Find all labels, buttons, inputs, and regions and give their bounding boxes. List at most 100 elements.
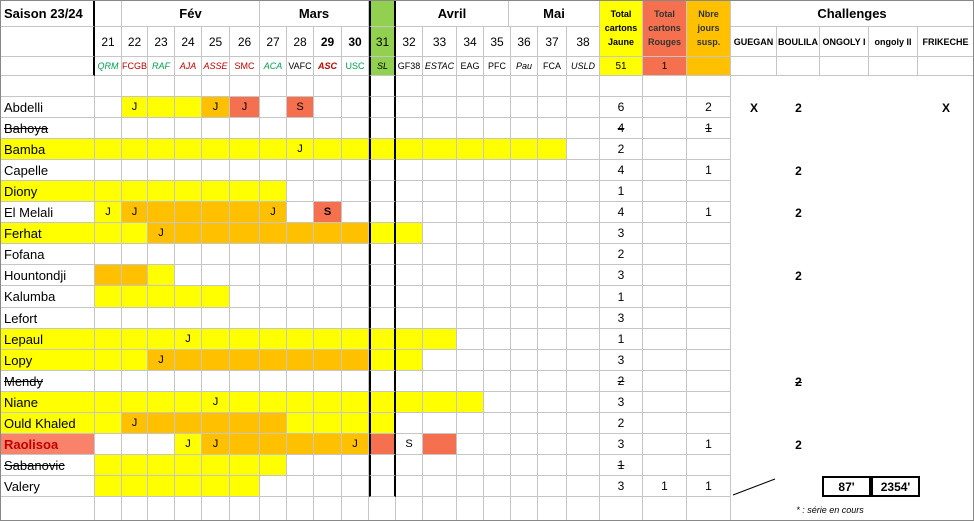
match-cell bbox=[567, 97, 600, 118]
match-cell bbox=[484, 434, 511, 455]
match-cell bbox=[484, 476, 511, 497]
match-cell bbox=[175, 139, 202, 160]
challenge-cell bbox=[731, 118, 777, 139]
match-number: 30 bbox=[342, 27, 369, 57]
total-cell: 3 bbox=[600, 350, 643, 371]
match-cell bbox=[122, 476, 148, 497]
blank bbox=[484, 497, 511, 521]
match-cell bbox=[260, 265, 287, 286]
match-cell bbox=[148, 118, 175, 139]
challenge-cell bbox=[731, 413, 777, 434]
match-cell bbox=[457, 371, 484, 392]
total-cell bbox=[687, 139, 731, 160]
match-cell bbox=[484, 181, 511, 202]
match-cell bbox=[287, 308, 314, 329]
match-cell bbox=[423, 371, 457, 392]
match-cell bbox=[423, 223, 457, 244]
match-cell bbox=[230, 160, 260, 181]
match-cell bbox=[342, 139, 369, 160]
total-cell bbox=[687, 371, 731, 392]
match-cell bbox=[230, 118, 260, 139]
match-cell bbox=[511, 265, 538, 286]
team-label: ASSE bbox=[202, 57, 230, 76]
challenge-cell bbox=[918, 286, 974, 308]
match-cell bbox=[342, 181, 369, 202]
total-cell bbox=[643, 160, 687, 181]
match-cell bbox=[230, 181, 260, 202]
match-cell bbox=[287, 244, 314, 265]
match-cell bbox=[538, 371, 567, 392]
blank bbox=[342, 497, 369, 521]
match-cell bbox=[369, 265, 396, 286]
blank bbox=[148, 76, 175, 97]
match-cell bbox=[202, 308, 230, 329]
blank bbox=[369, 76, 396, 97]
match-cell bbox=[342, 455, 369, 476]
match-cell bbox=[342, 118, 369, 139]
match-cell bbox=[511, 97, 538, 118]
match-number: 35 bbox=[484, 27, 511, 57]
match-cell bbox=[95, 223, 122, 244]
total-cell bbox=[643, 181, 687, 202]
blank bbox=[777, 57, 820, 76]
match-cell bbox=[122, 329, 148, 350]
challenge-cell bbox=[777, 329, 820, 350]
match-cell bbox=[457, 244, 484, 265]
match-cell bbox=[314, 139, 342, 160]
match-cell bbox=[484, 286, 511, 308]
totals-header: Total cartons Rouges bbox=[643, 0, 687, 57]
match-cell bbox=[484, 392, 511, 413]
match-cell bbox=[457, 392, 484, 413]
total-cell: 3 bbox=[600, 476, 643, 497]
match-cell bbox=[567, 286, 600, 308]
blank bbox=[423, 76, 457, 97]
challenge-cell bbox=[820, 202, 869, 223]
match-cell bbox=[369, 286, 396, 308]
match-cell bbox=[287, 476, 314, 497]
match-cell bbox=[202, 265, 230, 286]
challenge-cell bbox=[731, 434, 777, 455]
match-cell bbox=[314, 286, 342, 308]
match-cell bbox=[175, 371, 202, 392]
blank bbox=[600, 76, 643, 97]
match-cell bbox=[423, 244, 457, 265]
total-cell: 1 bbox=[600, 329, 643, 350]
challenge-cell bbox=[918, 455, 974, 476]
match-cell bbox=[423, 181, 457, 202]
match-cell bbox=[260, 286, 287, 308]
blank bbox=[122, 76, 148, 97]
blank bbox=[567, 76, 600, 97]
match-cell bbox=[287, 350, 314, 371]
match-cell bbox=[314, 329, 342, 350]
match-cell bbox=[230, 392, 260, 413]
match-cell bbox=[538, 329, 567, 350]
challenge-cell bbox=[731, 181, 777, 202]
match-cell bbox=[260, 244, 287, 265]
total-cell bbox=[643, 223, 687, 244]
match-cell bbox=[369, 223, 396, 244]
match-cell bbox=[457, 350, 484, 371]
match-cell bbox=[95, 97, 122, 118]
match-cell bbox=[369, 118, 396, 139]
match-cell bbox=[287, 160, 314, 181]
team-label: PFC bbox=[484, 57, 511, 76]
total-cell: 1 bbox=[643, 476, 687, 497]
blank bbox=[202, 76, 230, 97]
challenge-cell bbox=[777, 392, 820, 413]
challenge-cell bbox=[869, 329, 918, 350]
match-cell: J bbox=[122, 97, 148, 118]
match-cell bbox=[511, 202, 538, 223]
match-cell bbox=[511, 434, 538, 455]
match-cell bbox=[484, 455, 511, 476]
match-cell bbox=[423, 455, 457, 476]
challenge-cell bbox=[869, 139, 918, 160]
match-cell bbox=[396, 371, 423, 392]
match-cell bbox=[202, 455, 230, 476]
challenge-cell: X bbox=[749, 100, 758, 115]
total-cell bbox=[687, 413, 731, 434]
match-cell bbox=[396, 139, 423, 160]
match-cell bbox=[423, 329, 457, 350]
total-cell: 6 bbox=[600, 97, 643, 118]
match-cell bbox=[122, 160, 148, 181]
match-cell bbox=[511, 413, 538, 434]
